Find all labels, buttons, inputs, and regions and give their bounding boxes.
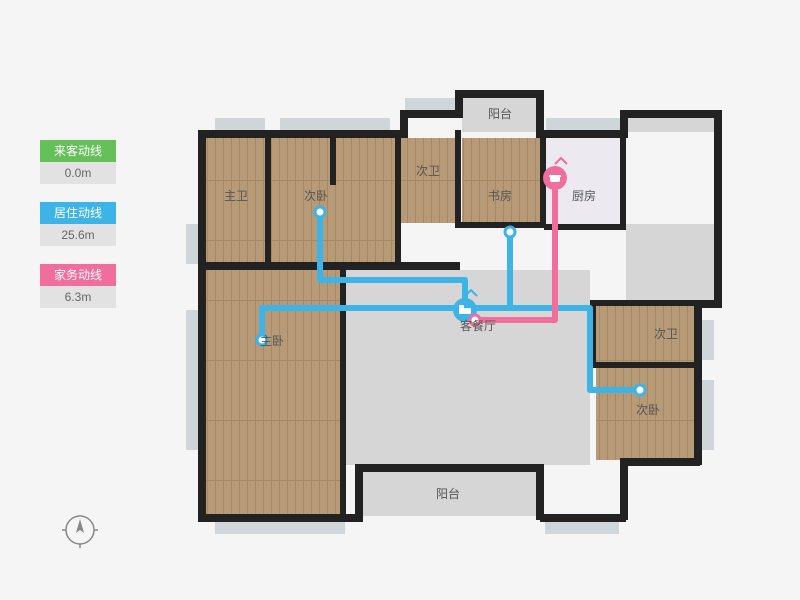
wall [620, 136, 626, 226]
wall [536, 90, 544, 135]
window [545, 520, 619, 534]
room [626, 118, 716, 132]
room-label: 次卫 [654, 327, 678, 341]
room-label: 客餐厅 [460, 318, 496, 333]
wall [265, 135, 271, 265]
wall [620, 458, 628, 520]
wall [358, 464, 542, 472]
room-label: 阳台 [488, 106, 512, 121]
wall [536, 464, 544, 520]
wall [590, 300, 700, 306]
room-label: 次卧 [636, 403, 660, 417]
wall [694, 300, 702, 465]
room [400, 138, 455, 223]
window [186, 310, 200, 450]
wall [455, 222, 545, 228]
wall [355, 464, 363, 522]
wall [395, 135, 401, 265]
wall [540, 514, 626, 522]
window [280, 118, 390, 132]
wall [400, 110, 460, 118]
room-label: 主卫 [224, 189, 248, 203]
wall [714, 110, 722, 305]
legend-item-guest: 来客动线 0.0m [40, 140, 116, 184]
window [215, 118, 265, 132]
room [462, 138, 540, 224]
legend-value: 0.0m [40, 162, 116, 184]
legend: 来客动线 0.0m 居住动线 25.6m 家务动线 6.3m [40, 140, 116, 326]
window [186, 224, 200, 264]
legend-item-living: 居住动线 25.6m [40, 202, 116, 246]
wall [330, 135, 336, 185]
legend-chip: 居住动线 [40, 202, 116, 224]
wall [620, 110, 720, 118]
room-label: 书房 [488, 188, 512, 203]
living-line-node [315, 207, 325, 217]
wall [594, 362, 698, 368]
wall [340, 264, 346, 520]
legend-value: 25.6m [40, 224, 116, 246]
living-line-node [505, 227, 515, 237]
window [700, 320, 714, 360]
room-label: 次卧 [304, 189, 328, 203]
room [596, 304, 694, 362]
room-label: 厨房 [572, 188, 596, 203]
wall [536, 130, 626, 138]
window [405, 98, 455, 112]
bed-icon [459, 308, 471, 314]
wall [620, 458, 700, 466]
wall [455, 130, 461, 225]
wall [198, 130, 206, 522]
wall [200, 130, 400, 138]
legend-chip: 来客动线 [40, 140, 116, 162]
wall [455, 90, 540, 98]
room [626, 224, 716, 302]
living-line-node [635, 385, 645, 395]
room-label: 主卧 [260, 334, 284, 348]
window [546, 118, 620, 132]
floorplan-stage: 来客动线 0.0m 居住动线 25.6m 家务动线 6.3m 主卫次卧次卫书房厨… [0, 0, 800, 600]
wall [200, 262, 460, 270]
window [215, 520, 345, 534]
room-label: 次卫 [416, 164, 440, 178]
wall [198, 514, 360, 522]
room-label: 阳台 [436, 486, 460, 501]
window [700, 380, 714, 450]
legend-item-housework: 家务动线 6.3m [40, 264, 116, 308]
legend-value: 6.3m [40, 286, 116, 308]
floorplan-svg: 主卫次卧次卫书房厨房阳台主卧客餐厅次卫次卧阳台 [0, 0, 800, 600]
legend-chip: 家务动线 [40, 264, 116, 286]
